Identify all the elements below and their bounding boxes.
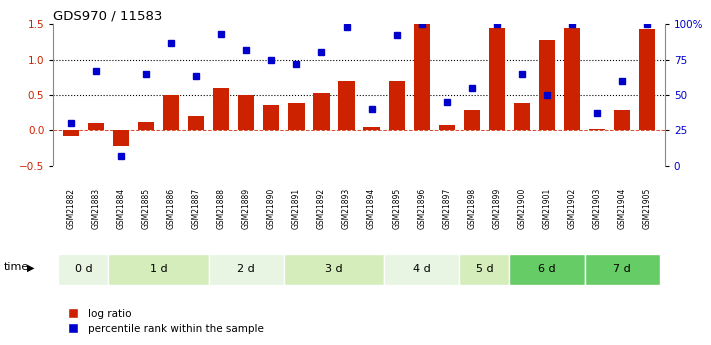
Text: ▶: ▶ — [27, 263, 35, 272]
Legend: log ratio, percentile rank within the sample: log ratio, percentile rank within the sa… — [58, 305, 268, 338]
Bar — [363, 127, 380, 130]
Bar — [284, 254, 384, 285]
Bar — [113, 130, 129, 146]
Bar — [338, 81, 355, 130]
Text: 4 d: 4 d — [413, 264, 431, 274]
Bar — [539, 40, 555, 130]
Text: GSM21894: GSM21894 — [367, 188, 376, 229]
Text: GSM21886: GSM21886 — [166, 188, 176, 229]
Text: GSM21892: GSM21892 — [317, 188, 326, 229]
Text: 0 d: 0 d — [75, 264, 92, 274]
Bar — [288, 104, 304, 130]
Bar — [464, 110, 480, 130]
Bar — [514, 104, 530, 130]
Text: GSM21896: GSM21896 — [417, 188, 426, 229]
Bar — [614, 110, 631, 130]
Bar — [263, 106, 279, 130]
Text: GSM21888: GSM21888 — [217, 188, 225, 229]
Bar — [238, 95, 255, 130]
Text: GSM21891: GSM21891 — [292, 188, 301, 229]
Text: GSM21893: GSM21893 — [342, 188, 351, 229]
Text: GSM21897: GSM21897 — [442, 188, 451, 229]
Bar — [109, 254, 209, 285]
Text: GSM21884: GSM21884 — [117, 188, 125, 229]
Text: 5 d: 5 d — [476, 264, 493, 274]
Bar — [488, 28, 505, 130]
Bar — [439, 125, 455, 130]
Text: GSM21899: GSM21899 — [493, 188, 501, 229]
Bar — [63, 130, 79, 136]
Text: 3 d: 3 d — [325, 264, 343, 274]
Bar — [213, 88, 230, 130]
Text: GSM21889: GSM21889 — [242, 188, 251, 229]
Text: 1 d: 1 d — [150, 264, 167, 274]
Text: GSM21882: GSM21882 — [66, 188, 75, 229]
Text: GSM21904: GSM21904 — [618, 188, 626, 229]
Text: GSM21890: GSM21890 — [267, 188, 276, 229]
Text: GSM21901: GSM21901 — [542, 188, 552, 229]
Bar — [163, 95, 179, 130]
Text: 6 d: 6 d — [538, 264, 556, 274]
Bar — [87, 123, 104, 130]
Bar — [384, 254, 459, 285]
Text: GSM21895: GSM21895 — [392, 188, 401, 229]
Text: GSM21887: GSM21887 — [192, 188, 201, 229]
Text: GSM21900: GSM21900 — [518, 188, 526, 229]
Bar — [584, 254, 660, 285]
Bar — [138, 122, 154, 130]
Bar — [58, 254, 109, 285]
Text: GDS970 / 11583: GDS970 / 11583 — [53, 10, 163, 23]
Text: GSM21902: GSM21902 — [567, 188, 577, 229]
Bar — [589, 129, 605, 130]
Bar — [388, 81, 405, 130]
Text: 2 d: 2 d — [237, 264, 255, 274]
Bar — [639, 29, 656, 130]
Bar — [509, 254, 584, 285]
Text: 7 d: 7 d — [614, 264, 631, 274]
Bar — [314, 93, 330, 130]
Bar — [459, 254, 509, 285]
Text: GSM21885: GSM21885 — [141, 188, 151, 229]
Bar — [188, 116, 204, 130]
Text: GSM21905: GSM21905 — [643, 188, 652, 229]
Text: GSM21903: GSM21903 — [593, 188, 602, 229]
Bar — [564, 28, 580, 130]
Text: time: time — [4, 263, 29, 272]
Bar — [414, 23, 430, 130]
Bar — [209, 254, 284, 285]
Text: GSM21883: GSM21883 — [92, 188, 100, 229]
Text: GSM21898: GSM21898 — [467, 188, 476, 229]
